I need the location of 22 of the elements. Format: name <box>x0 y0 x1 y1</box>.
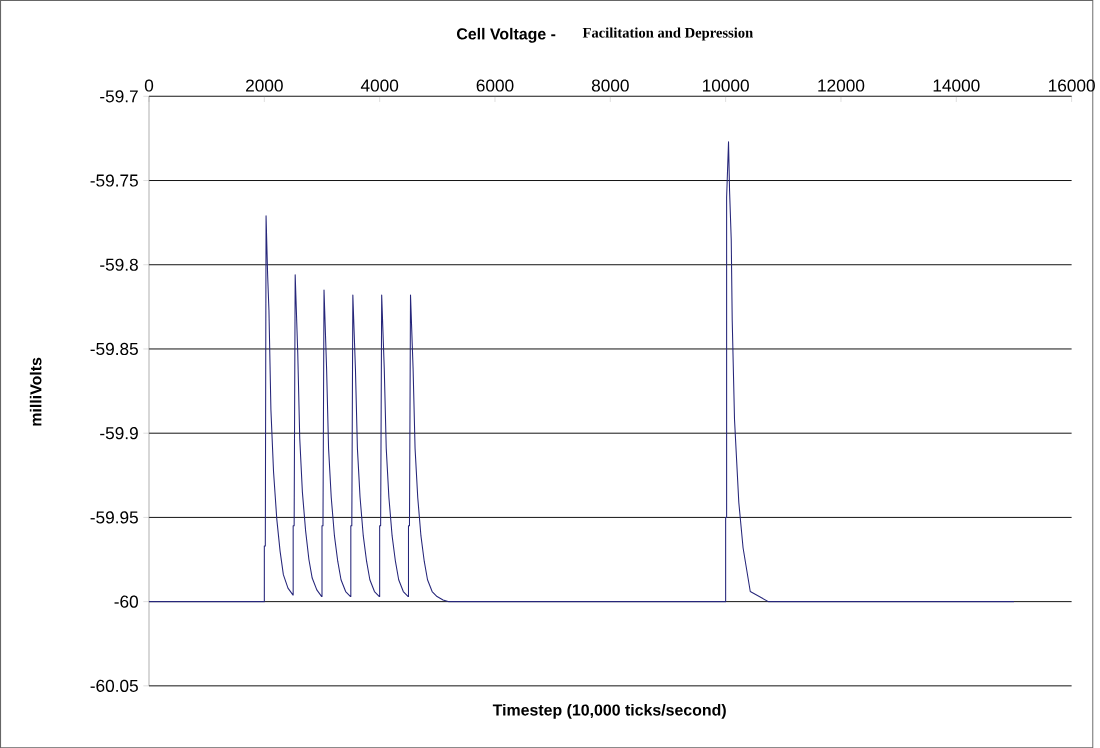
y-tick-label: -59.7 <box>100 90 138 103</box>
x-tick-label: 4000 <box>360 79 399 92</box>
y-tick-label: -59.85 <box>90 342 138 355</box>
y-tick-label: -59.95 <box>90 511 138 524</box>
x-tick-label: 12000 <box>818 79 865 92</box>
y-axis-title: milliVolts <box>29 357 42 426</box>
x-tick-label: 6000 <box>476 79 514 92</box>
chart-title: Cell Voltage - <box>456 27 556 43</box>
x-tick-label: 8000 <box>591 79 629 92</box>
x-axis-title: Timestep (10,000 ticks/second) <box>492 703 726 719</box>
x-tick-label: 2000 <box>246 79 283 92</box>
line-series <box>149 141 1015 602</box>
x-tick-label: 0 <box>144 79 154 92</box>
y-tick-label: -59.8 <box>100 258 138 271</box>
y-tick-label: -60 <box>114 595 138 608</box>
x-tick-label: 16000 <box>1048 79 1095 92</box>
y-tick-label: -59.75 <box>90 174 138 187</box>
chart-subtitle: Facilitation and Depression <box>582 27 753 41</box>
x-tick-label: 10000 <box>702 79 749 92</box>
y-tick-label: -60.05 <box>90 679 138 692</box>
x-tick-label: 14000 <box>933 79 980 92</box>
y-tick-label: -59.9 <box>100 426 138 440</box>
